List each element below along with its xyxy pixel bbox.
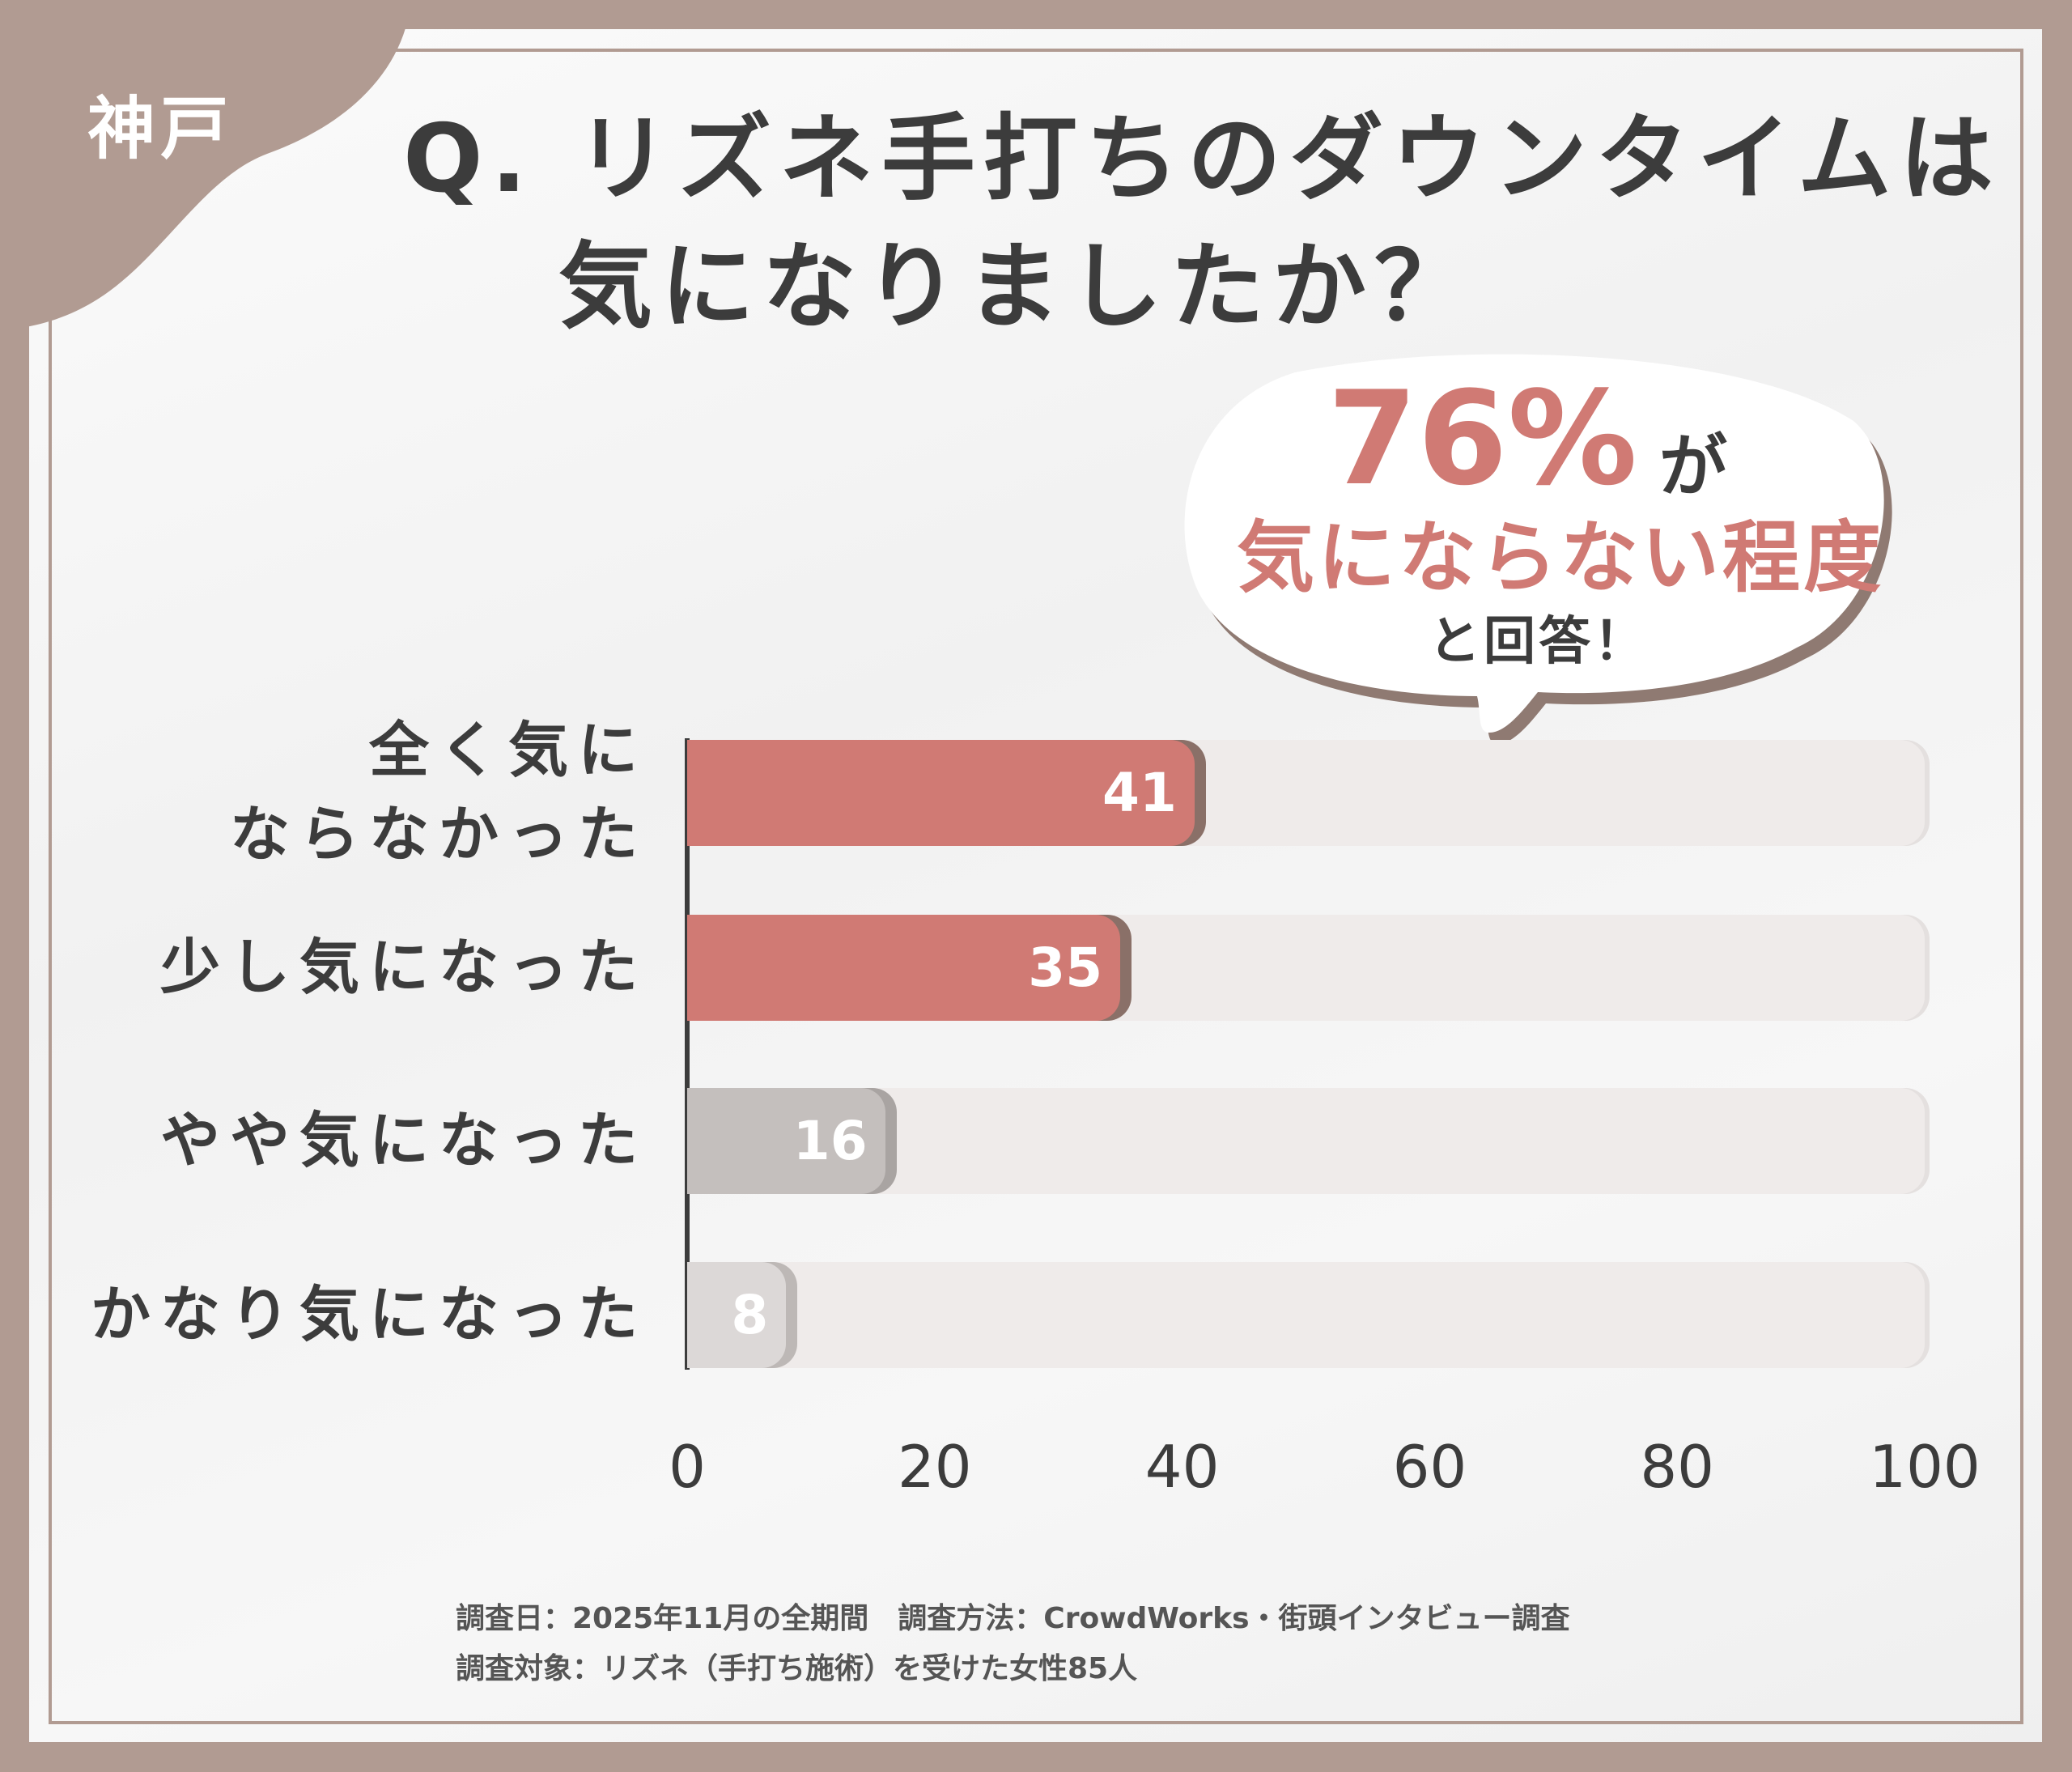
- bar-4: [687, 1262, 787, 1368]
- x-tick-label: 20: [897, 1433, 972, 1501]
- title-line-1: Q. リズネ手打ちのダウンタイムは: [403, 104, 2002, 214]
- bar-3: [687, 1088, 885, 1194]
- y-axis-line: [685, 738, 690, 1370]
- footer-survey-target: 調査対象：リズネ（手打ち施術）を受けた女性85人: [456, 1652, 1138, 1685]
- bar-2: [687, 915, 1121, 1021]
- x-tick-label: 0: [669, 1433, 706, 1501]
- bar-value-label: 16: [792, 1110, 868, 1172]
- callout-particle: が: [1659, 427, 1728, 506]
- x-tick-label: 40: [1144, 1433, 1220, 1501]
- category-label: かなり気になった: [91, 1273, 648, 1357]
- inner-frame: [49, 49, 2023, 1724]
- x-tick-label: 60: [1392, 1433, 1467, 1501]
- category-label-line: 少し気になった: [160, 933, 648, 1002]
- category-label: 全く気にならなかった: [230, 708, 648, 877]
- corner-decoration: [0, 0, 411, 330]
- title-line-2: 気になりましたか？: [558, 232, 1476, 342]
- callout-highlight: 気にならない程度: [1237, 512, 1884, 603]
- speech-bubble: [1184, 354, 1892, 818]
- category-label: やや気になった: [160, 1098, 648, 1183]
- x-tick-label: 100: [1869, 1433, 1981, 1501]
- bar-track: [687, 1088, 1925, 1194]
- callout-tail: と回答！: [1429, 612, 1649, 672]
- bar-value-label: 35: [1028, 937, 1103, 999]
- bar-value-label: 41: [1102, 762, 1177, 824]
- footer-survey-info: 調査日：2025年11月の全期間 調査方法：CrowdWorks・街頭インタビュ…: [456, 1602, 1570, 1635]
- bar-value-label: 8: [731, 1284, 769, 1346]
- category-label-line: ならなかった: [230, 800, 648, 869]
- x-tick-label: 80: [1640, 1433, 1714, 1501]
- category-label-line: やや気になった: [160, 1106, 648, 1175]
- category-label-line: かなり気になった: [91, 1280, 648, 1349]
- category-label: 少し気になった: [160, 925, 648, 1009]
- bar-track: [687, 1262, 1925, 1368]
- area-label: 神戸: [87, 89, 234, 168]
- bar-1: [687, 740, 1195, 846]
- infographic-panel: [29, 29, 2042, 1742]
- category-label-line: 全く気に: [369, 716, 648, 785]
- callout-percent: 76%: [1327, 363, 1637, 514]
